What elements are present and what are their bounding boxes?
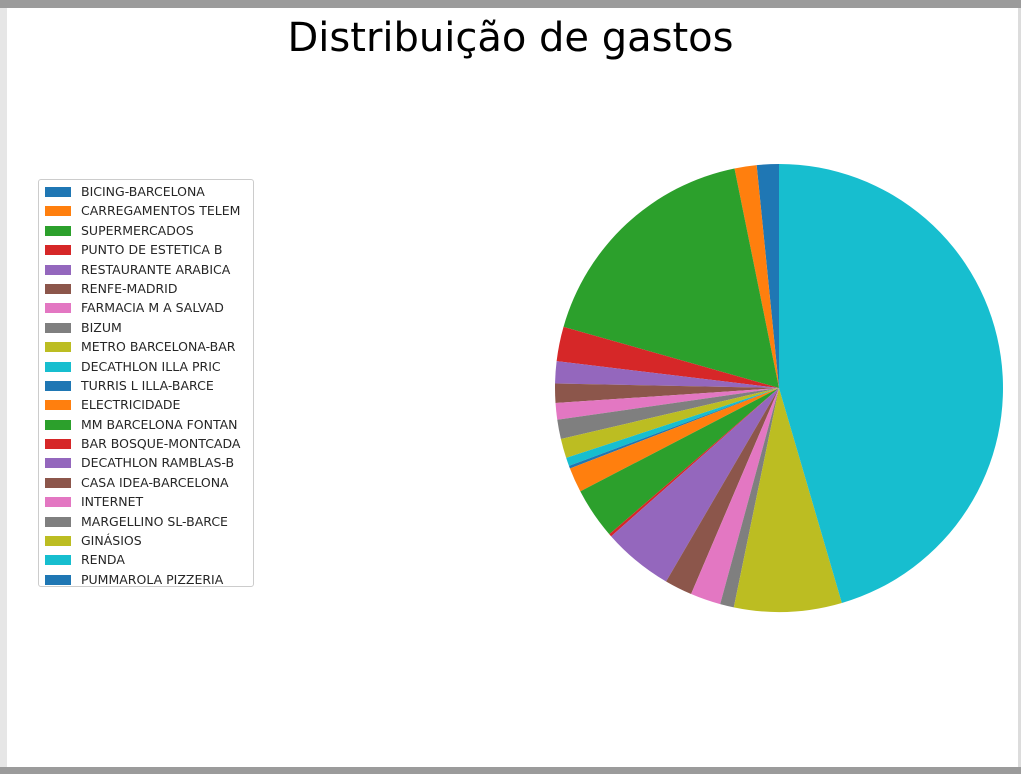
pie-slice-internet (691, 388, 779, 605)
legend-swatch (45, 342, 71, 353)
legend-item: MM BARCELONA FONTAN (39, 416, 253, 435)
legend-swatch (45, 245, 71, 256)
legend-swatch (45, 206, 71, 217)
legend-item: TURRIS L ILLA-BARCE (39, 377, 253, 396)
legend-item: GINÁSIOS (39, 532, 253, 551)
legend-label: GINÁSIOS (81, 533, 142, 549)
window-left-border (0, 8, 7, 767)
legend-label: TURRIS L ILLA-BARCE (81, 377, 214, 393)
pie-slice-metro-barcelona-bar (560, 388, 779, 458)
legend-item: MARGELLINO SL-BARCE (39, 513, 253, 532)
pie-slice-turris-l-illa-barce (568, 388, 779, 469)
legend-label: PUMMAROLA PIZZERIA (81, 571, 224, 587)
pie-slice-bizum (557, 388, 779, 440)
legend-swatch (45, 361, 71, 372)
legend-label: PUNTO DE ESTETICA B (81, 242, 223, 258)
legend-label: MM BARCELONA FONTAN (81, 416, 238, 432)
legend-item: RENDA (39, 551, 253, 570)
legend-item: DECATHLON ILLA PRIC (39, 358, 253, 377)
legend-swatch (45, 477, 71, 488)
legend-item: FARMACIA M A SALVAD (39, 299, 253, 318)
chart-title: Distribuição de gastos (287, 15, 734, 61)
pie-slice-electricidade (569, 388, 779, 492)
legend-swatch (45, 419, 71, 430)
legend-item: METRO BARCELONA-BAR (39, 338, 253, 357)
pie-slice-decathlon-ramblas-b (611, 388, 779, 582)
legend-label: RENDA (81, 552, 125, 568)
legend-label: BIZUM (81, 319, 122, 335)
pie-slice-bar-bosque-montcada (609, 388, 779, 537)
pie-slice-renfe-madrid (555, 383, 779, 404)
window-top-border (0, 0, 1021, 8)
legend-swatch (45, 497, 71, 508)
legend-label: SUPERMERCADOS (81, 222, 194, 238)
legend-label: FARMACIA M A SALVAD (81, 300, 224, 316)
legend-label: CARREGAMENTOS TELEM (81, 203, 241, 219)
pie-slice-decathlon-illa-pric (566, 388, 779, 466)
legend-swatch (45, 574, 71, 585)
window-bottom-border (0, 767, 1021, 774)
pie-slice-bicing-barcelona (756, 164, 779, 388)
legend-swatch (45, 516, 71, 527)
legend-item: RESTAURANTE ARABICA (39, 261, 253, 280)
legend-swatch (45, 264, 71, 275)
legend-swatch (45, 536, 71, 547)
legend-label: RENFE-MADRID (81, 280, 178, 296)
legend-item: BIZUM (39, 319, 253, 338)
legend-item: CARREGAMENTOS TELEM (39, 202, 253, 221)
pie-slice-renda (779, 164, 1004, 603)
pie-slice-casa-idea-barcelona (666, 388, 779, 595)
pie-slice-gin-sios (733, 388, 842, 612)
legend-label: MARGELLINO SL-BARCE (81, 513, 228, 529)
legend-label: ELECTRICIDADE (81, 397, 181, 413)
legend-label: CASA IDEA-BARCELONA (81, 474, 229, 490)
legend-label: INTERNET (81, 494, 144, 510)
legend-swatch (45, 225, 71, 236)
legend-item: BAR BOSQUE-MONTCADA (39, 435, 253, 454)
legend-item: PUNTO DE ESTETICA B (39, 241, 253, 260)
chart-legend: BICING-BARCELONA CARREGAMENTOS TELEM SUPER… (38, 179, 254, 587)
pie-slice-farmacia-m-a-salvad (555, 388, 779, 420)
legend-item: SUPERMERCADOS (39, 222, 253, 241)
legend-swatch (45, 322, 71, 333)
window-right-border (1018, 8, 1021, 767)
pie-slice-supermercados (563, 168, 779, 388)
legend-label: RESTAURANTE ARABICA (81, 261, 231, 277)
legend-swatch (45, 400, 71, 411)
pie-slice-restaurante-arabica (555, 361, 779, 388)
legend-label: BAR BOSQUE-MONTCADA (81, 436, 241, 452)
pie-slice-mm-barcelona-fontan (580, 388, 779, 535)
pie-slice-punto-de-estetica-b (556, 326, 779, 388)
legend-item: BICING-BARCELONA (39, 183, 253, 202)
legend-swatch (45, 187, 71, 197)
legend-swatch (45, 555, 71, 566)
legend-swatch (45, 439, 71, 450)
legend-label: METRO BARCELONA-BAR (81, 339, 236, 355)
legend-item: PUMMAROLA PIZZERIA (39, 571, 253, 590)
legend-item: RENFE-MADRID (39, 280, 253, 299)
legend-item: CASA IDEA-BARCELONA (39, 474, 253, 493)
legend-item: ELECTRICIDADE (39, 396, 253, 415)
pie-slice-margellino-sl-barce (720, 388, 779, 608)
legend-swatch (45, 458, 71, 469)
legend-swatch (45, 283, 71, 294)
pie-slice-carregamentos-telem (734, 165, 779, 388)
legend-item: INTERNET (39, 493, 253, 512)
legend-label: BICING-BARCELONA (81, 184, 205, 199)
legend-swatch (45, 380, 71, 391)
legend-item: DECATHLON RAMBLAS-B (39, 454, 253, 473)
legend-label: DECATHLON RAMBLAS-B (81, 455, 235, 471)
legend-label: DECATHLON ILLA PRIC (81, 358, 221, 374)
legend-swatch (45, 303, 71, 314)
